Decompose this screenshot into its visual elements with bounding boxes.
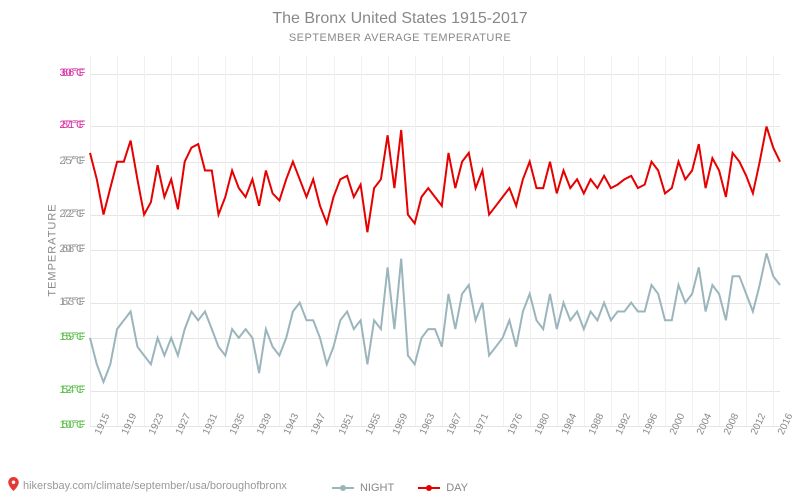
plot-svg bbox=[90, 56, 780, 426]
chart-container: The Bronx United States 1915-2017 SEPTEM… bbox=[0, 0, 800, 500]
legend-item-day: DAY bbox=[418, 482, 468, 494]
y-tick-fahrenheit: 50°F bbox=[62, 419, 85, 431]
chart-title: The Bronx United States 1915-2017 bbox=[0, 0, 800, 28]
y-tick-fahrenheit: 77°F bbox=[62, 155, 85, 167]
footer: hikersbay.com/climate/september/usa/boro… bbox=[8, 477, 287, 494]
legend: NIGHT DAY bbox=[332, 482, 468, 494]
day-series-line bbox=[90, 127, 780, 233]
legend-label-night: NIGHT bbox=[360, 482, 394, 494]
y-tick-fahrenheit: 54°F bbox=[62, 384, 85, 396]
y-tick-fahrenheit: 72°F bbox=[62, 208, 85, 220]
chart-subtitle: SEPTEMBER AVERAGE TEMPERATURE bbox=[0, 28, 800, 44]
legend-label-day: DAY bbox=[446, 482, 468, 494]
night-series-line bbox=[90, 253, 780, 382]
y-tick-fahrenheit: 63°F bbox=[62, 296, 85, 308]
y-tick-fahrenheit: 59°F bbox=[62, 331, 85, 343]
legend-item-night: NIGHT bbox=[332, 482, 394, 494]
y-tick-fahrenheit: 68°F bbox=[62, 243, 85, 255]
y-tick-fahrenheit: 86°F bbox=[62, 67, 85, 79]
legend-swatch-day bbox=[418, 487, 440, 489]
legend-swatch-night bbox=[332, 487, 354, 489]
y-tick-fahrenheit: 81°F bbox=[62, 119, 85, 131]
footer-url: hikersbay.com/climate/september/usa/boro… bbox=[23, 480, 287, 492]
map-pin-icon bbox=[8, 477, 19, 494]
